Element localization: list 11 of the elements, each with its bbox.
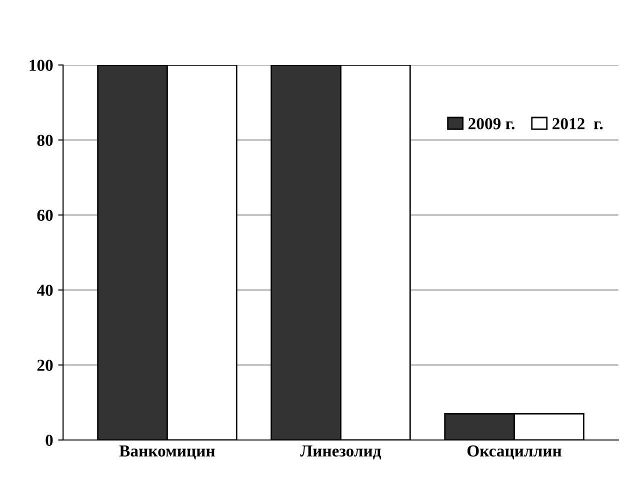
x-tick-label: Оксациллин [467,445,562,460]
y-tick-label: 40 [36,284,53,296]
legend-label: 2012 г. [552,118,603,130]
legend-label: 2009 г. [468,118,514,130]
y-tick-label: 100 [30,60,53,71]
x-tick-label: Ванкомицин [119,446,215,460]
y-tick-label: 0 [46,434,53,446]
x-tick-label: Линезолид [300,446,382,460]
y-tick-label: 20 [37,360,53,371]
y-tick-label: 80 [37,134,53,146]
y-tick-label: 60 [37,210,53,221]
